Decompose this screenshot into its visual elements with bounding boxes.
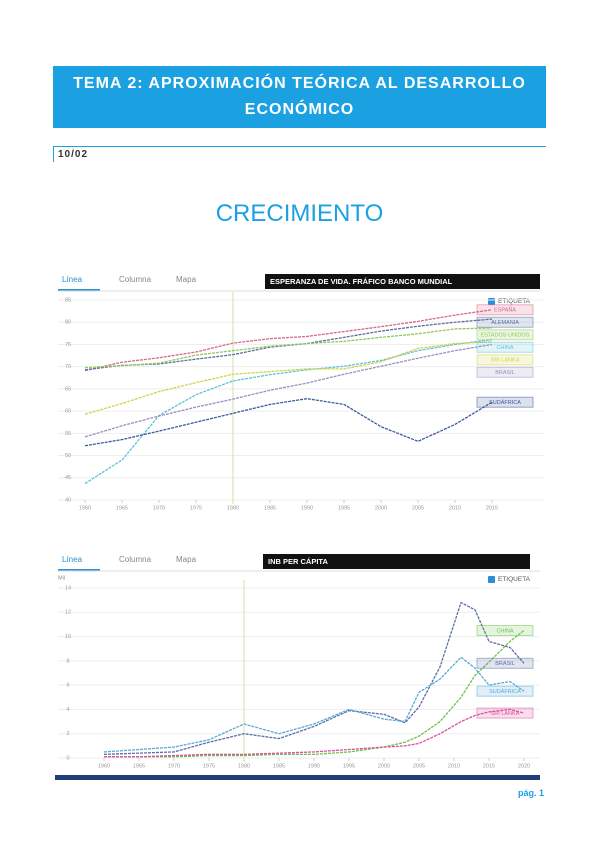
y-tick-label: 55 <box>65 431 71 437</box>
series-line <box>103 601 525 756</box>
legend-box <box>476 625 534 636</box>
series-line <box>84 343 493 438</box>
checkbox-label: ETIQUETA <box>498 298 531 305</box>
series-line <box>84 398 493 447</box>
y-tick-label: 10 <box>65 634 71 640</box>
legend-label: ESTADOS UNIDOS <box>481 333 530 339</box>
x-tick-label: 1990 <box>308 763 320 769</box>
checkbox[interactable] <box>488 298 495 305</box>
legend-label: ESPAÑA <box>494 307 516 314</box>
legend-box <box>476 707 534 719</box>
legend-label: SRI LANKA <box>491 711 520 717</box>
series-line <box>84 327 493 369</box>
x-tick-label: 1965 <box>133 763 145 769</box>
x-tick-label: 1970 <box>168 763 180 769</box>
legend-box <box>476 354 534 366</box>
x-tick-label: 2000 <box>378 763 390 769</box>
y-tick-label: 75 <box>65 342 71 348</box>
y-unit: Mil <box>58 575 65 581</box>
x-tick-label: 2020 <box>518 763 530 769</box>
x-tick-label: 2015 <box>483 763 495 769</box>
y-tick-label: 80 <box>65 320 71 326</box>
x-tick-label: 1960 <box>79 505 91 511</box>
y-tick-label: 85 <box>65 297 71 303</box>
tab[interactable]: Columna <box>119 555 152 564</box>
y-tick-label: 8 <box>66 658 69 664</box>
legend-box <box>476 329 534 341</box>
y-tick-label: 12 <box>65 610 71 616</box>
y-tick-label: 40 <box>65 497 71 503</box>
legend-box <box>476 657 534 669</box>
y-tick-label: 50 <box>65 453 71 459</box>
title-bar <box>265 274 540 289</box>
x-tick-label: 2010 <box>449 505 461 511</box>
legend-box <box>476 341 534 353</box>
page-header: TEMA 2: APROXIMACIÓN TEÓRICA AL DESARROL… <box>53 66 546 128</box>
legend-box <box>476 396 534 408</box>
x-tick-label: 1995 <box>338 505 350 511</box>
divider-bar <box>55 775 540 780</box>
series-line <box>84 338 493 485</box>
checkbox-label: ETIQUETA <box>498 576 531 583</box>
y-tick-label: 65 <box>65 386 71 392</box>
legend-label: CHINA <box>496 628 513 634</box>
legend-label: CHINA <box>496 345 513 351</box>
tab[interactable]: Línea <box>62 555 83 564</box>
legend-label: BRASIL <box>495 661 515 667</box>
tab[interactable]: Columna <box>119 275 152 284</box>
x-tick-label: 1970 <box>153 505 165 511</box>
tab[interactable]: Mapa <box>176 275 197 284</box>
y-tick-label: 14 <box>65 585 71 591</box>
legend-box <box>476 366 534 378</box>
x-tick-label: 2005 <box>412 505 424 511</box>
checkbox[interactable] <box>488 576 495 583</box>
x-tick-label: 2010 <box>448 763 460 769</box>
legend-label: SRI LANKA <box>491 358 520 364</box>
y-tick-label: 70 <box>65 364 71 370</box>
y-tick-label: 2 <box>66 731 69 737</box>
y-tick-label: 6 <box>66 683 69 689</box>
legend-label: SUDÁFRICA <box>489 688 521 695</box>
x-tick-label: 1985 <box>273 763 285 769</box>
x-tick-label: 1975 <box>190 505 202 511</box>
x-tick-label: 2005 <box>413 763 425 769</box>
x-tick-label: 1990 <box>301 505 313 511</box>
series-line <box>104 708 525 758</box>
legend-label: SUDÁFRICA <box>489 399 521 406</box>
heading: CRECIMIENTO <box>215 200 384 227</box>
x-tick-label: 2000 <box>375 505 387 511</box>
x-tick-label: 1980 <box>227 505 239 511</box>
chart-title: INB PER CÁPITA <box>268 557 328 566</box>
x-tick-label: 1965 <box>116 505 128 511</box>
title-bar <box>263 554 530 569</box>
date: 10/02 <box>53 146 546 162</box>
legend-box <box>476 304 534 316</box>
chart-title: ESPERANZA DE VIDA. FRÁFICO BANCO MUNDIAL <box>270 277 453 286</box>
legend-box <box>476 316 534 328</box>
x-tick-label: 1985 <box>264 505 276 511</box>
x-tick-label: 1995 <box>343 763 355 769</box>
y-tick-label: 60 <box>65 409 71 415</box>
legend-label: BRASIL <box>495 370 515 376</box>
x-tick-label: 1975 <box>203 763 215 769</box>
x-tick-label: 2015 <box>486 505 498 511</box>
series-line <box>84 309 493 372</box>
y-tick-label: 45 <box>65 475 71 481</box>
series-line <box>84 341 493 415</box>
tab[interactable]: Línea <box>62 275 83 284</box>
legend-box <box>476 685 534 697</box>
page-number: pág. 1 <box>517 788 544 798</box>
series-line <box>104 629 525 758</box>
legend-label: ALEMANIA <box>491 320 519 326</box>
series-line <box>103 656 525 753</box>
y-tick-label: 4 <box>66 707 69 713</box>
tab[interactable]: Mapa <box>176 555 197 564</box>
x-tick-label: 1980 <box>238 763 250 769</box>
x-tick-label: 1960 <box>98 763 110 769</box>
y-tick-label: 0 <box>66 755 69 761</box>
